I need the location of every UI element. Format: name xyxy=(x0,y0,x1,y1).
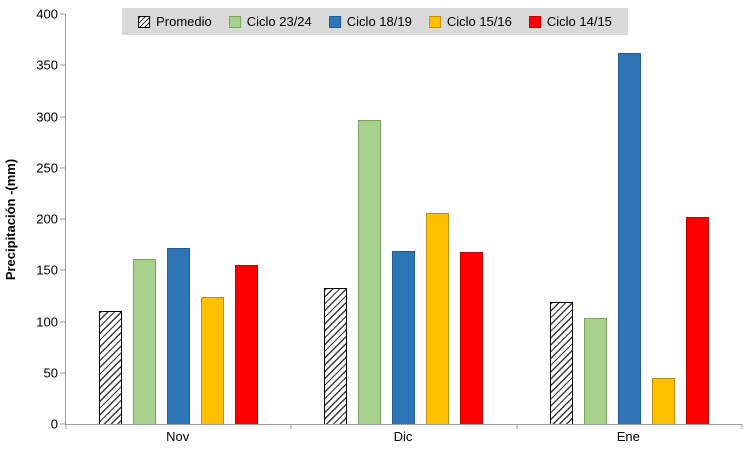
y-axis-title: Precipitación -(mm) xyxy=(0,14,22,424)
bar-group-slot xyxy=(517,14,742,424)
bar-nov-ciclo-14-15 xyxy=(235,265,259,424)
legend-item: Ciclo 23/24 xyxy=(228,14,312,29)
legend-marker xyxy=(428,15,441,28)
y-tick-mark xyxy=(60,269,65,271)
y-tick-label: 400 xyxy=(36,6,58,22)
bar-dic-promedio xyxy=(324,287,348,424)
y-tick-mark xyxy=(60,13,65,15)
x-tick-mark xyxy=(290,424,292,429)
legend-label: Ciclo 14/15 xyxy=(546,14,612,29)
plot-groups xyxy=(66,14,742,424)
y-axis-title-text: Precipitación -(mm) xyxy=(3,158,19,280)
x-tick-label: Ene xyxy=(616,429,640,444)
x-tick-mark xyxy=(65,424,67,429)
y-tick-label: 200 xyxy=(36,211,58,227)
bar-nov-ciclo-15-16 xyxy=(201,296,225,424)
y-tick-label: 100 xyxy=(36,314,58,329)
bar-ene-promedio xyxy=(549,302,573,424)
y-tick-label: 150 xyxy=(36,262,58,278)
bar-group-dic xyxy=(324,14,484,424)
legend-label: Ciclo 15/16 xyxy=(446,14,512,29)
bar-dic-ciclo-15-16 xyxy=(426,212,450,424)
bar-dic-ciclo-18-19 xyxy=(392,250,416,424)
legend-item: Ciclo 15/16 xyxy=(428,14,512,29)
legend-label: Ciclo 18/19 xyxy=(346,14,412,29)
y-tick-label: 250 xyxy=(36,160,58,176)
y-tick-mark xyxy=(60,64,65,66)
y-tick-label: 300 xyxy=(36,109,58,124)
legend-marker xyxy=(328,15,341,28)
y-tick-mark xyxy=(60,321,65,322)
legend-label: Ciclo 23/24 xyxy=(246,14,312,29)
legend-label: Promedio xyxy=(156,14,212,29)
bar-ene-ciclo-18-19 xyxy=(617,52,641,424)
bar-ene-ciclo-15-16 xyxy=(651,377,675,424)
y-tick-mark xyxy=(60,423,65,425)
legend-marker xyxy=(528,15,541,28)
bar-nov-promedio xyxy=(99,311,123,424)
bar-nov-ciclo-18-19 xyxy=(167,247,191,424)
y-tick-label: 50 xyxy=(43,365,58,381)
x-tick-label: Dic xyxy=(393,429,413,444)
bar-dic-ciclo-14-15 xyxy=(460,251,484,424)
bar-dic-ciclo-23-24 xyxy=(358,119,382,424)
y-tick-mark xyxy=(60,167,65,169)
bar-ene-ciclo-23-24 xyxy=(583,318,607,424)
legend-item: Promedio xyxy=(138,14,212,29)
legend-item: Ciclo 14/15 xyxy=(528,14,612,29)
bar-group-nov xyxy=(99,14,259,424)
x-tick-mark xyxy=(516,424,518,429)
bar-group-slot xyxy=(291,14,516,424)
legend: Promedio Ciclo 23/24 Ciclo 18/19 Ciclo 15/1… xyxy=(122,8,628,35)
y-tick-mark xyxy=(60,372,65,374)
bar-group-slot xyxy=(66,14,291,424)
bar-ene-ciclo-14-15 xyxy=(685,216,709,424)
legend-marker xyxy=(228,15,241,28)
bar-nov-ciclo-23-24 xyxy=(133,258,157,424)
bar-group-ene xyxy=(549,14,709,424)
y-tick-mark xyxy=(60,218,65,220)
legend-item: Ciclo 18/19 xyxy=(328,14,412,29)
y-tick-label: 0 xyxy=(50,416,58,432)
plot-area xyxy=(60,13,743,429)
x-axis-labels: Nov Dic Ene xyxy=(65,429,741,444)
y-tick-mark xyxy=(60,116,65,117)
x-tick-mark xyxy=(741,424,743,429)
y-axis-ticks: 0 50 100 150 200 250 300 350 400 xyxy=(24,8,58,431)
y-tick-label: 350 xyxy=(36,57,58,73)
legend-marker xyxy=(138,15,151,28)
x-tick-label: Nov xyxy=(166,429,190,444)
